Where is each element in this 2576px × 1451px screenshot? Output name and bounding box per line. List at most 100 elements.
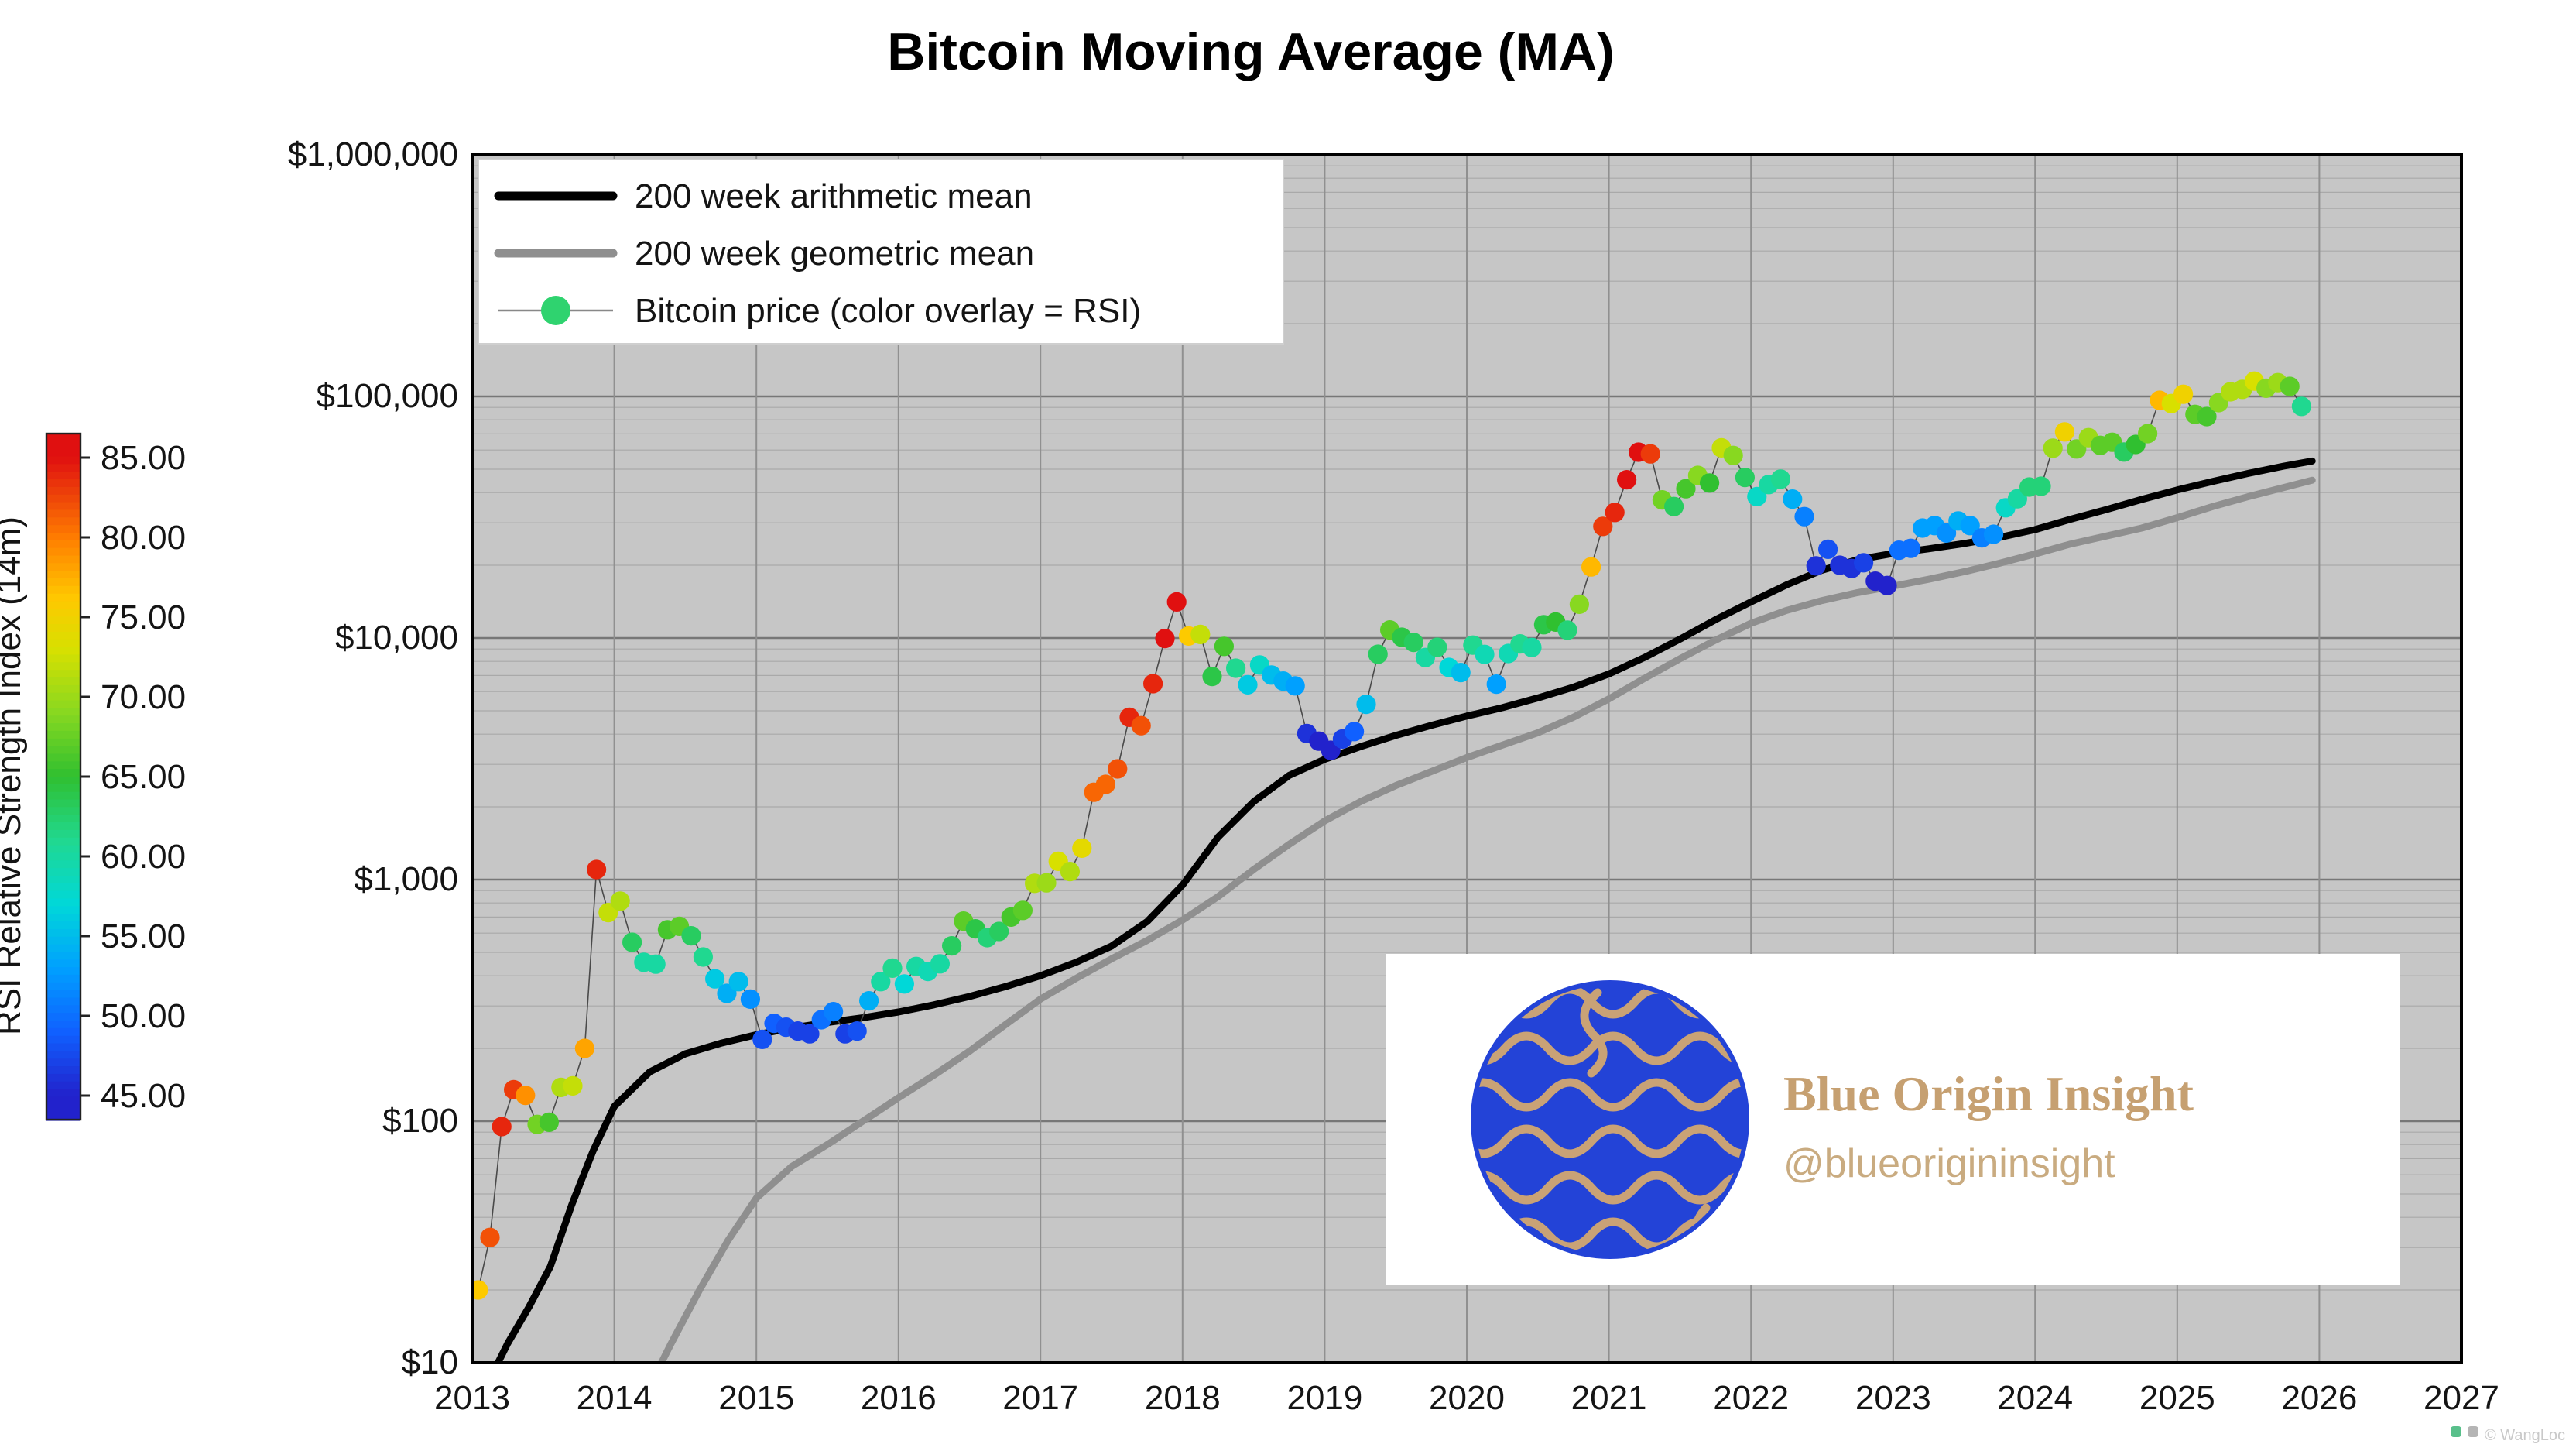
rsi-colorbar: 85.00 80.00 75.00 70.00 65.00 60.00 55.00 50.00… — [0, 432, 186, 1121]
price-point — [1617, 470, 1637, 490]
watermark-card: Blue Origin Insight @blueorigininsight — [1386, 954, 2400, 1285]
colorbar-slice — [46, 936, 80, 946]
colorbar-slice — [46, 631, 80, 641]
colorbar-slice — [46, 944, 80, 954]
price-point — [693, 947, 714, 967]
price-point — [574, 1038, 595, 1058]
colorbar-slice — [46, 517, 80, 527]
price-point — [1036, 873, 1057, 893]
colorbar-slice — [46, 525, 80, 534]
colorbar-slice — [46, 692, 80, 702]
price-point — [1676, 479, 1696, 499]
price-point — [2291, 396, 2311, 417]
colorbar-slice — [46, 1027, 80, 1038]
x-tick-label: 2016 — [861, 1379, 937, 1417]
price-point — [1285, 676, 1305, 696]
colorbar-slice — [46, 738, 80, 748]
price-point — [646, 954, 666, 974]
price-point — [1166, 592, 1187, 612]
colorbar-slice — [46, 952, 80, 961]
x-tick-label: 2027 — [2424, 1379, 2499, 1417]
watermark-logo — [1471, 980, 1749, 1259]
colorbar-slice — [46, 1066, 80, 1075]
footer-credit: © WangLoc — [2451, 1426, 2565, 1444]
price-point — [1202, 667, 1222, 687]
price-points — [472, 371, 2311, 1300]
colorbar-slice — [46, 585, 80, 595]
price-point — [587, 859, 607, 880]
x-tick-label: 2026 — [2281, 1379, 2357, 1417]
colorbar-slice — [46, 479, 80, 489]
footer-icon — [2451, 1426, 2461, 1437]
colorbar-tick-label: 80.00 — [101, 519, 186, 557]
colorbar-slice — [46, 715, 80, 725]
colorbar-slice — [46, 777, 80, 786]
price-point — [1605, 503, 1625, 523]
colorbar-slice — [46, 1073, 80, 1083]
colorbar-tick-label: 60.00 — [101, 838, 186, 876]
price-point — [989, 921, 1009, 942]
colorbar-gradient — [45, 432, 82, 1121]
colorbar-slice — [46, 822, 80, 832]
price-point — [1818, 539, 1838, 560]
price-point — [1783, 489, 1803, 509]
price-point — [1901, 538, 1921, 558]
y-axis-tick-labels: $10 $100 $1,000 $10,000 $100,000 $1,000,000 — [288, 135, 458, 1381]
colorbar-slice — [46, 1035, 80, 1045]
x-tick-label: 2017 — [1002, 1379, 1078, 1417]
colorbar-slice — [46, 883, 80, 893]
colorbar-slice — [46, 624, 80, 633]
price-point — [2197, 406, 2217, 427]
price-point — [1475, 644, 1495, 664]
chart-title: Bitcoin Moving Average (MA) — [887, 22, 1614, 81]
colorbar-slice — [46, 807, 80, 816]
price-point — [1664, 496, 1684, 516]
x-tick-label: 2014 — [577, 1379, 653, 1417]
price-point — [1345, 722, 1365, 742]
price-point — [894, 974, 914, 994]
legend-label-arithmetic: 200 week arithmetic mean — [635, 177, 1033, 215]
colorbar-slice — [46, 875, 80, 885]
price-point — [871, 972, 891, 992]
price-point — [800, 1024, 820, 1044]
colorbar-slice — [46, 791, 80, 801]
price-point — [1356, 695, 1376, 715]
x-tick-label: 2025 — [2139, 1379, 2215, 1417]
price-point — [705, 969, 725, 989]
price-point — [1427, 637, 1447, 657]
price-point — [1806, 556, 1826, 576]
price-point — [2043, 438, 2063, 458]
watermark-brand: Blue Origin Insight — [1783, 1066, 2194, 1121]
price-point — [1700, 473, 1720, 493]
colorbar-tick-label: 65.00 — [101, 758, 186, 796]
colorbar-slice — [46, 1021, 80, 1030]
price-point — [930, 954, 950, 974]
ma-line — [657, 476, 2316, 1363]
price-point — [681, 926, 701, 946]
price-point — [1735, 468, 1755, 488]
price-point — [1877, 575, 1897, 595]
price-point — [1403, 633, 1423, 653]
colorbar-slice — [46, 967, 80, 976]
price-point — [622, 932, 642, 952]
colorbar-slice — [46, 654, 80, 664]
price-point — [2054, 422, 2074, 442]
colorbar-slice — [46, 593, 80, 603]
colorbar-slice — [46, 906, 80, 915]
colorbar-slice — [46, 974, 80, 984]
price-point — [610, 891, 630, 911]
colorbar-slice — [46, 860, 80, 870]
price-point — [1214, 636, 1234, 657]
colorbar-slice — [46, 434, 80, 443]
colorbar-slice — [46, 555, 80, 564]
colorbar-slice — [46, 815, 80, 824]
price-point — [1557, 620, 1577, 640]
price-point — [740, 989, 761, 1009]
price-point — [1747, 486, 1767, 507]
colorbar-slice — [46, 616, 80, 626]
price-point — [539, 1112, 560, 1132]
colorbar-slice — [46, 1104, 80, 1113]
price-point — [859, 991, 879, 1011]
x-tick-label: 2023 — [1855, 1379, 1931, 1417]
